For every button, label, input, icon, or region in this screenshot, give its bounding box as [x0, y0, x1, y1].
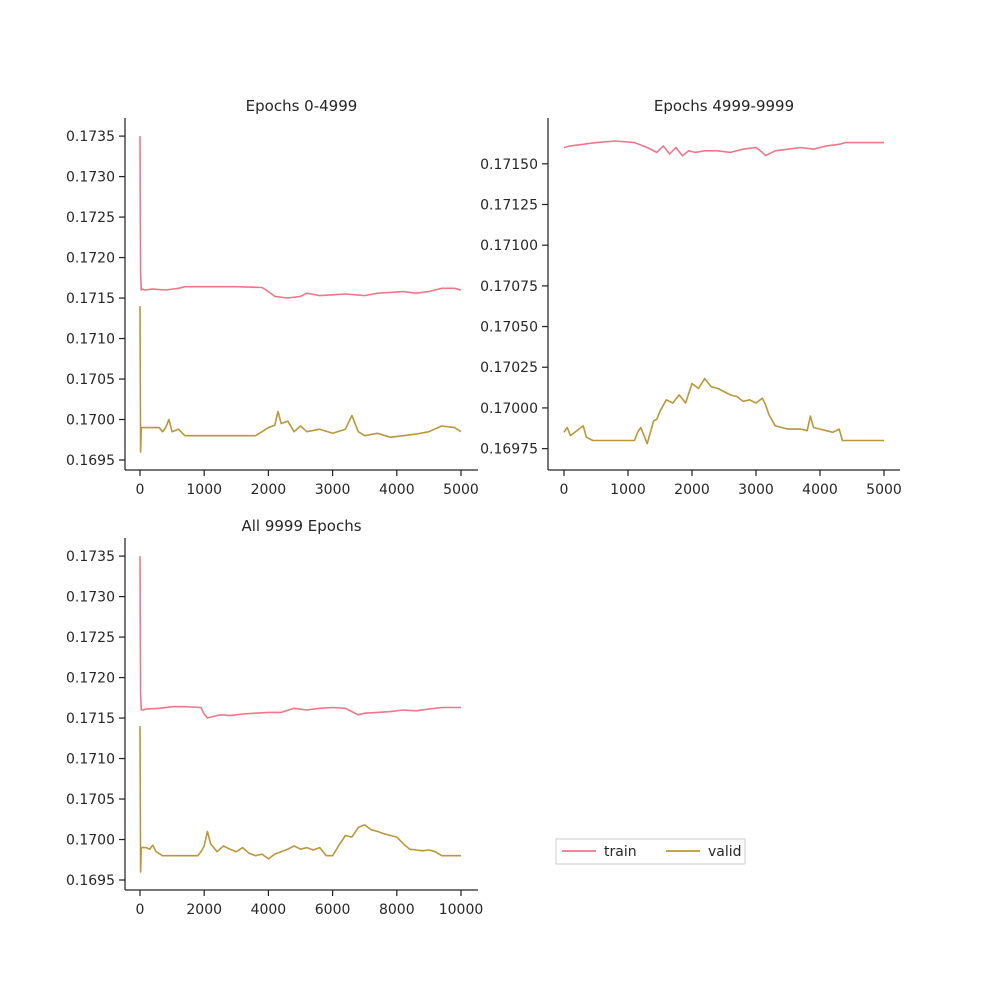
- y-tick-label: 0.1695: [66, 453, 115, 469]
- panel-epochs-4999-9999: Epochs 4999-9999 0 1000 2000 3000 4000 5000 0.1…: [480, 97, 902, 498]
- x-tick-label: 8000: [379, 902, 415, 918]
- y-tick-label: 0.1705: [66, 792, 115, 808]
- panel-all-epochs: All 9999 Epochs 0 2000 4000 6000 8000 10000 0.1…: [66, 517, 483, 918]
- chart-title: Epochs 4999-9999: [654, 97, 794, 115]
- y-tick-label: 0.1730: [66, 590, 115, 606]
- legend-label-valid: valid: [708, 844, 742, 860]
- series-line-valid: [139, 726, 461, 873]
- x-tick-label: 2000: [251, 482, 287, 498]
- y-tick-label: 0.17075: [480, 279, 538, 295]
- y-tick-label: 0.17025: [480, 360, 538, 376]
- x-tick-label: 3000: [315, 482, 351, 498]
- y-tick-label: 0.1720: [66, 251, 115, 267]
- y-tick-label: 0.1725: [66, 210, 115, 226]
- y-tick-label: 0.17125: [480, 197, 538, 213]
- y-tick-label: 0.1735: [66, 129, 115, 145]
- y-tick-label: 0.17150: [480, 157, 538, 173]
- y-tick-label: 0.1705: [66, 372, 115, 388]
- y-tick-label: 0.17100: [480, 238, 538, 254]
- panel-epochs-0-4999: Epochs 0-4999 0 1000 2000 3000 4000 5000 0.1695…: [66, 97, 479, 498]
- y-tick-label: 0.1700: [66, 833, 115, 849]
- x-tick-label: 3000: [738, 482, 774, 498]
- x-tick-label: 0: [560, 482, 569, 498]
- x-tick-label: 5000: [866, 482, 902, 498]
- series-line-train: [563, 140, 884, 157]
- legend-label-train: train: [604, 844, 637, 860]
- y-tick-label: 0.1700: [66, 413, 115, 429]
- x-tick-label: 2000: [674, 482, 710, 498]
- x-tick-label: 1000: [186, 482, 222, 498]
- series-line-train: [139, 136, 462, 299]
- y-tick-label: 0.1725: [66, 630, 115, 646]
- x-tick-label: 1000: [610, 482, 646, 498]
- series-line-train: [139, 556, 461, 719]
- y-tick-label: 0.1715: [66, 291, 115, 307]
- x-tick-label: 10000: [439, 902, 484, 918]
- chart-title: All 9999 Epochs: [241, 517, 361, 535]
- y-tick-label: 0.16975: [480, 442, 538, 458]
- y-tick-label: 0.1735: [66, 549, 115, 565]
- y-tick-label: 0.17000: [480, 401, 538, 417]
- x-tick-label: 6000: [315, 902, 351, 918]
- x-tick-label: 4000: [251, 902, 287, 918]
- x-tick-label: 4000: [802, 482, 838, 498]
- series-line-valid: [139, 306, 462, 453]
- series-line-valid: [563, 377, 884, 445]
- x-tick-label: 5000: [443, 482, 479, 498]
- y-tick-label: 0.1715: [66, 711, 115, 727]
- x-tick-label: 0: [136, 902, 145, 918]
- x-tick-label: 0: [136, 482, 145, 498]
- x-tick-label: 4000: [379, 482, 415, 498]
- y-tick-label: 0.1720: [66, 671, 115, 687]
- chart-title: Epochs 0-4999: [246, 97, 358, 115]
- legend: train valid: [555, 838, 746, 865]
- y-tick-label: 0.1710: [66, 752, 115, 768]
- y-tick-label: 0.1710: [66, 332, 115, 348]
- y-tick-label: 0.17050: [480, 320, 538, 336]
- y-tick-label: 0.1695: [66, 873, 115, 889]
- x-tick-label: 2000: [186, 902, 222, 918]
- y-tick-label: 0.1730: [66, 170, 115, 186]
